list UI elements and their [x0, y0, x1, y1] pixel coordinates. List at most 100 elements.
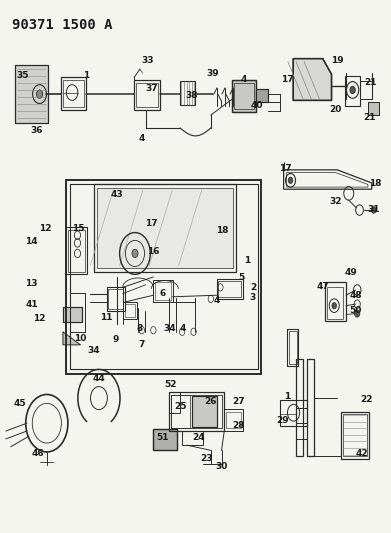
- Text: 28: 28: [232, 421, 245, 430]
- Text: 52: 52: [164, 379, 177, 389]
- Text: 33: 33: [142, 55, 154, 64]
- Text: 37: 37: [145, 84, 158, 93]
- Text: 21: 21: [365, 78, 377, 87]
- Text: 17: 17: [145, 219, 158, 228]
- Text: 23: 23: [200, 454, 212, 463]
- Text: 36: 36: [30, 126, 43, 135]
- Text: 15: 15: [72, 224, 85, 233]
- Text: 21: 21: [364, 113, 376, 122]
- Bar: [169, 392, 224, 431]
- Text: 1: 1: [244, 256, 250, 265]
- Text: 13: 13: [25, 279, 38, 288]
- Text: 5: 5: [239, 273, 245, 282]
- Text: 11: 11: [100, 313, 113, 322]
- Polygon shape: [63, 306, 82, 322]
- Bar: [224, 409, 243, 431]
- Bar: [169, 392, 180, 413]
- Text: 44: 44: [93, 374, 105, 383]
- Text: 39: 39: [206, 69, 219, 78]
- Bar: [155, 282, 170, 300]
- Text: 41: 41: [25, 300, 38, 309]
- Bar: [217, 279, 243, 299]
- Text: 42: 42: [356, 449, 368, 458]
- Text: 1: 1: [283, 392, 290, 400]
- Text: 40: 40: [251, 101, 263, 110]
- Bar: [219, 281, 241, 297]
- Text: 24: 24: [192, 433, 205, 442]
- Bar: [307, 359, 314, 456]
- Bar: [343, 414, 367, 456]
- Bar: [296, 359, 303, 456]
- Text: 46: 46: [31, 449, 44, 458]
- Bar: [153, 280, 172, 302]
- Text: 4: 4: [139, 134, 145, 143]
- Text: 31: 31: [368, 205, 380, 214]
- Text: 25: 25: [175, 402, 187, 411]
- Circle shape: [132, 249, 138, 257]
- Text: 1: 1: [83, 71, 90, 80]
- Polygon shape: [293, 59, 332, 100]
- Polygon shape: [256, 89, 268, 102]
- Bar: [192, 396, 217, 427]
- Text: 19: 19: [331, 55, 344, 64]
- Text: 34: 34: [88, 345, 100, 354]
- Text: 51: 51: [157, 433, 169, 442]
- Polygon shape: [232, 79, 256, 112]
- Bar: [287, 329, 298, 366]
- Text: 47: 47: [316, 282, 329, 291]
- Text: 45: 45: [14, 399, 26, 408]
- Text: 35: 35: [16, 71, 29, 80]
- Text: 20: 20: [329, 106, 342, 114]
- Text: 27: 27: [232, 397, 245, 406]
- Polygon shape: [98, 189, 232, 266]
- Text: 32: 32: [329, 197, 342, 206]
- Text: 22: 22: [360, 395, 372, 404]
- Text: 38: 38: [185, 91, 198, 100]
- Text: 48: 48: [349, 290, 362, 300]
- Bar: [171, 395, 190, 428]
- Bar: [182, 431, 203, 445]
- Polygon shape: [63, 332, 81, 345]
- Bar: [153, 430, 177, 450]
- Circle shape: [371, 207, 376, 213]
- Text: 4: 4: [180, 324, 187, 333]
- Text: 12: 12: [33, 314, 45, 323]
- Text: 34: 34: [163, 324, 176, 333]
- Bar: [107, 287, 125, 311]
- Circle shape: [350, 86, 355, 94]
- Text: 7: 7: [138, 341, 144, 349]
- Text: 12: 12: [39, 224, 52, 233]
- Text: 2: 2: [250, 283, 256, 292]
- Text: 10: 10: [74, 334, 86, 343]
- Text: 29: 29: [276, 416, 289, 425]
- Text: 14: 14: [25, 237, 38, 246]
- Text: 43: 43: [111, 190, 123, 199]
- Bar: [226, 411, 242, 429]
- Text: 9: 9: [113, 335, 119, 344]
- Bar: [280, 400, 307, 426]
- Bar: [94, 184, 236, 272]
- Bar: [234, 83, 254, 109]
- Circle shape: [288, 177, 293, 183]
- Circle shape: [36, 90, 43, 98]
- Bar: [125, 304, 135, 317]
- Text: 4: 4: [240, 75, 247, 84]
- Text: 18: 18: [216, 227, 229, 236]
- Bar: [289, 332, 297, 364]
- Bar: [327, 287, 343, 319]
- Text: 30: 30: [215, 462, 228, 471]
- Polygon shape: [368, 102, 379, 115]
- Bar: [192, 396, 217, 427]
- Bar: [341, 411, 369, 459]
- Circle shape: [355, 310, 360, 317]
- Text: 4: 4: [213, 296, 220, 305]
- Polygon shape: [15, 66, 48, 123]
- Bar: [325, 282, 346, 321]
- Text: 3: 3: [249, 293, 255, 302]
- Text: 17: 17: [279, 164, 292, 173]
- Bar: [108, 289, 124, 309]
- Bar: [153, 430, 177, 450]
- Text: 6: 6: [160, 289, 166, 298]
- Text: 17: 17: [281, 75, 294, 84]
- Text: 18: 18: [369, 180, 382, 189]
